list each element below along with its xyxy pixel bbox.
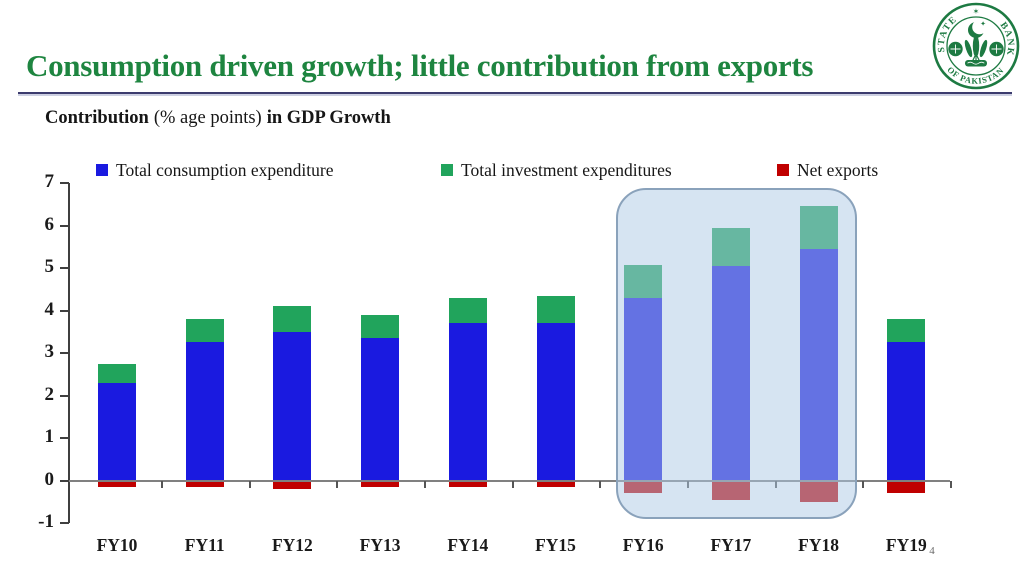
x-axis-label-FY15: FY15	[535, 535, 576, 555]
y-tick-label: 1	[44, 426, 55, 447]
x-tick	[248, 480, 251, 488]
bar-investment-FY10	[98, 363, 136, 383]
legend-swatch-net-exports-icon	[777, 164, 789, 176]
y-tick-label: 3	[44, 341, 55, 362]
bar-consumption-FY10	[98, 382, 136, 481]
x-axis-label-FY18: FY18	[798, 535, 839, 555]
bar-net-exports-FY13	[361, 480, 400, 487]
legend-item-net-exports: Net exports	[777, 160, 878, 180]
bar-consumption-FY11	[185, 342, 224, 481]
crescent-star-icon: ✦	[968, 19, 987, 38]
bar-investment-FY12	[273, 306, 312, 332]
zero-line	[69, 479, 950, 482]
bar-consumption-FY19	[887, 342, 926, 481]
logo-medallion-left-icon	[948, 41, 963, 57]
x-tick	[950, 480, 953, 488]
bar-consumption-FY14	[448, 323, 487, 481]
y-tick-label: 0	[44, 468, 55, 490]
logo-star-top-icon: ✶	[973, 7, 980, 16]
bar-net-exports-FY15	[536, 480, 575, 487]
chart-subtitle-mid: (% age points)	[153, 108, 262, 128]
x-axis-label-FY13: FY13	[359, 535, 401, 555]
legend-item-investment: Total investment expenditures	[441, 160, 672, 180]
legend-swatch-investment-icon	[441, 164, 453, 176]
bar-net-exports-FY12	[273, 480, 312, 489]
bar-consumption-FY12	[273, 331, 312, 481]
x-axis-label-FY12: FY12	[271, 535, 313, 555]
bar-investment-FY13	[361, 314, 400, 339]
bar-net-exports-FY10	[98, 480, 136, 487]
logo-banner-icon	[965, 60, 987, 67]
x-tick	[862, 480, 865, 488]
y-tick	[60, 267, 69, 269]
x-axis-label-FY14: FY14	[447, 535, 489, 555]
state-bank-of-pakistan-logo: STATE BANK OF PAKISTAN ✶ ✦	[932, 2, 1020, 90]
legend-label-consumption: Total consumption expenditure	[116, 159, 334, 180]
x-tick	[599, 480, 602, 488]
y-tick-label: 7	[44, 171, 55, 192]
page-title: Consumption driven growth; little contri…	[26, 48, 814, 83]
bar-investment-FY11	[185, 319, 224, 343]
y-tick	[60, 224, 69, 227]
y-tick	[60, 479, 69, 482]
y-tick	[60, 352, 69, 354]
bar-investment-FY15	[536, 295, 575, 324]
x-axis-label-FY10: FY10	[96, 535, 138, 555]
x-axis-label-FY17: FY17	[710, 535, 752, 555]
y-tick	[60, 437, 69, 439]
logo-medallion-right-icon	[989, 41, 1004, 57]
title-divider	[18, 92, 1012, 96]
x-tick	[423, 480, 426, 488]
highlight-overlay	[616, 188, 857, 519]
y-tick	[60, 522, 69, 524]
svg-text:✦: ✦	[980, 20, 986, 28]
y-tick-label: -1	[38, 511, 54, 532]
bar-consumption-FY15	[536, 323, 575, 481]
bar-net-exports-FY19	[887, 480, 926, 494]
legend-item-consumption: Total consumption expenditure	[96, 160, 333, 180]
logo-inner-ring	[946, 16, 1006, 76]
y-tick	[60, 182, 69, 184]
legend-label-investment: Total investment expenditures	[461, 159, 672, 180]
y-axis-line	[68, 183, 70, 523]
x-tick	[336, 480, 339, 488]
legend-swatch-consumption-icon	[96, 164, 108, 176]
y-tick	[60, 309, 69, 312]
y-tick-label: 5	[44, 256, 55, 277]
x-axis-label-FY11: FY11	[184, 535, 225, 555]
x-axis-label-FY16: FY16	[622, 535, 664, 555]
page-number: 4	[929, 545, 935, 557]
chart-subtitle: Contribution (% age points) in GDP Growth	[45, 108, 396, 129]
x-tick	[511, 480, 514, 488]
bar-investment-FY19	[887, 319, 926, 343]
y-tick	[60, 394, 69, 397]
bar-investment-FY14	[448, 297, 487, 324]
x-axis-label-FY19: FY19	[885, 535, 927, 555]
bar-consumption-FY13	[361, 338, 400, 481]
bar-net-exports-FY11	[185, 480, 224, 487]
y-tick-label: 2	[44, 383, 55, 405]
y-tick-label: 6	[44, 213, 55, 235]
y-tick-label: 4	[44, 298, 55, 320]
x-tick	[160, 480, 163, 488]
bar-net-exports-FY14	[448, 480, 487, 487]
chart-subtitle-lead: Contribution	[45, 108, 149, 128]
legend-label-net-exports: Net exports	[797, 159, 879, 180]
chart-subtitle-tail: in GDP Growth	[266, 108, 391, 128]
